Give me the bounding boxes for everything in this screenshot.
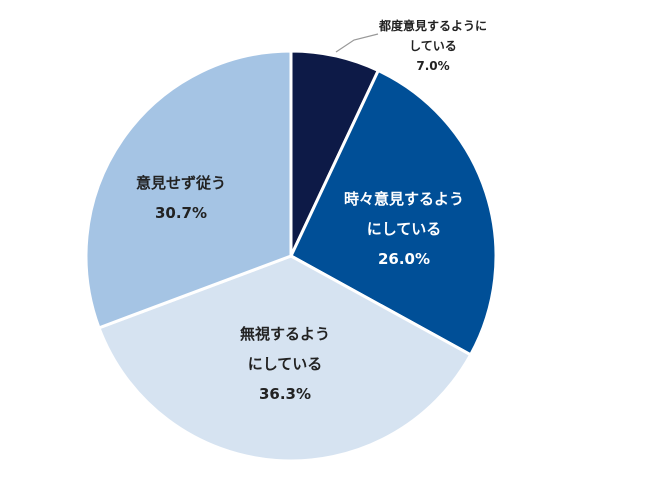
pie-slice-2 [97,254,473,463]
leader-line [335,33,379,53]
pie-slices [84,49,498,463]
slice-value-label-1: 26.0% [378,250,430,268]
slice-value-label-3: 30.7% [155,204,207,222]
slice-category-label-2: にしている [248,355,323,373]
slice-category-label-0: している [409,39,457,53]
slice-value-label-2: 36.3% [259,385,311,403]
slice-category-label-0: 都度意見するように [378,18,487,33]
pie-slice-3 [84,49,293,330]
slice-value-label-0: 7.0% [416,59,449,73]
pie-labels: 都度意見するようにしている7.0%時々意見するようにしている26.0%無視するよ… [136,18,487,403]
slice-category-label-2: 無視するよう [240,325,330,343]
slice-category-label-3: 意見せず従う [136,174,226,192]
slice-category-label-1: にしている [367,220,442,238]
slice-category-label-1: 時々意見するよう [344,190,464,208]
